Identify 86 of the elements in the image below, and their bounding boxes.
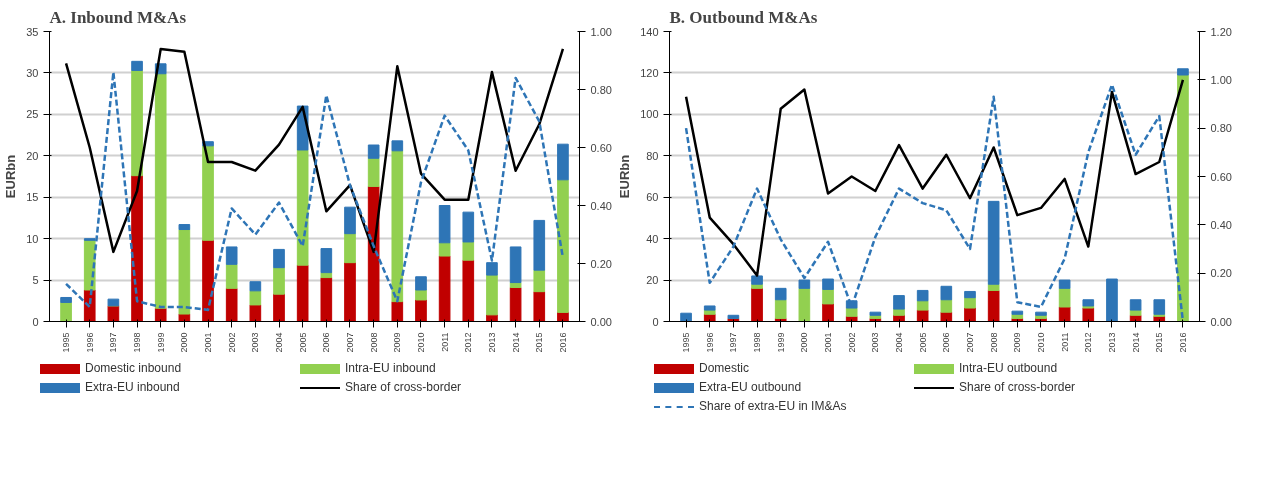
y-tick-label: 35 <box>26 25 39 38</box>
x-tick-label: 2004 <box>894 332 905 353</box>
y2-tick-label: 0.80 <box>1210 122 1232 135</box>
x-tick-label: 2001 <box>823 332 834 353</box>
y2-tick-label: 1.20 <box>1210 25 1232 38</box>
x-tick-label: 1997 <box>728 332 739 353</box>
x-tick-label: 2013 <box>1106 332 1117 353</box>
y2-tick-label: 1.00 <box>1210 73 1232 86</box>
x-tick-label: 2007 <box>964 332 975 353</box>
x-tick-label: 2004 <box>274 332 285 353</box>
y2-tick-label: 0.00 <box>1210 315 1232 328</box>
x-tick-label: 2014 <box>510 332 521 353</box>
x-tick-label: 2012 <box>1083 332 1094 353</box>
x-tick-label: 1995 <box>61 332 72 353</box>
x-tick-label: 1997 <box>108 332 119 353</box>
x-tick-label: 2012 <box>463 332 474 353</box>
y-tick-label: 30 <box>26 66 39 79</box>
y2-tick-label: 1.00 <box>590 25 612 38</box>
legend-label: Share of cross-border <box>345 380 462 395</box>
y-tick-label: 80 <box>646 149 659 162</box>
y2-tick-label: 0.00 <box>590 315 612 328</box>
x-tick-label: 2003 <box>870 332 881 353</box>
x-tick-label: 2013 <box>486 332 497 353</box>
x-tick-label: 2005 <box>297 332 308 353</box>
legend-label: Extra-EU outbound <box>699 380 802 395</box>
x-tick-label: 2006 <box>321 332 332 353</box>
y-tick-label: 40 <box>646 232 659 245</box>
x-tick-label: 2009 <box>392 332 403 353</box>
x-tick-label: 1995 <box>681 332 692 353</box>
y-tick-label: 100 <box>640 108 659 121</box>
y-tick-label: 5 <box>32 274 39 287</box>
x-tick-label: 1996 <box>704 332 715 353</box>
legend-label: Domestic inbound <box>85 361 182 375</box>
y-tick-label: 25 <box>26 108 39 121</box>
legend-label: Share of extra-EU in IM&As <box>699 399 847 414</box>
y-axis-title: EURbn <box>617 154 633 199</box>
x-tick-label: 2005 <box>917 332 928 353</box>
chart-title: B. Outbound M&As <box>669 7 818 27</box>
y-tick-label: 0 <box>652 315 659 328</box>
x-tick-label: 1998 <box>132 332 143 353</box>
y-axis-title: EURbn <box>3 154 19 199</box>
x-tick-label: 1996 <box>84 332 95 353</box>
x-tick-label: 2009 <box>1012 332 1023 353</box>
x-tick-label: 2016 <box>557 332 568 353</box>
y-tick-label: 60 <box>646 191 659 204</box>
y2-tick-label: 0.60 <box>1210 170 1232 183</box>
y2-tick-label: 0.20 <box>590 257 612 270</box>
y2-tick-label: 0.20 <box>1210 267 1232 280</box>
x-tick-label: 2011 <box>1059 332 1070 352</box>
y-tick-label: 20 <box>26 149 39 162</box>
x-tick-label: 2008 <box>368 332 379 353</box>
x-tick-label: 2010 <box>415 332 426 353</box>
legend-label: Domestic <box>699 361 750 375</box>
x-tick-label: 2001 <box>203 332 214 353</box>
x-tick-label: 2007 <box>344 332 355 353</box>
chart-title: A. Inbound M&As <box>49 7 187 27</box>
x-tick-label: 2011 <box>439 332 450 352</box>
legend-label: Intra-EU inbound <box>345 361 436 375</box>
x-tick-label: 2014 <box>1130 332 1141 353</box>
x-tick-label: 1999 <box>775 332 786 353</box>
y-tick-label: 120 <box>640 66 659 79</box>
y2-tick-label: 0.40 <box>1210 218 1232 231</box>
y2-tick-label: 0.60 <box>590 141 612 154</box>
x-tick-label: 2002 <box>846 332 857 353</box>
y2-tick-label: 0.40 <box>590 199 612 212</box>
x-tick-label: 2002 <box>226 332 237 353</box>
legend-label: Intra-EU outbound <box>959 361 1058 375</box>
y-tick-label: 0 <box>32 315 39 328</box>
y-tick-label: 15 <box>26 191 39 204</box>
legend-label: Share of cross-border <box>959 380 1076 395</box>
legend-label: Extra-EU inbound <box>85 380 180 395</box>
x-tick-label: 1998 <box>752 332 763 353</box>
x-tick-label: 2016 <box>1177 332 1188 353</box>
y-tick-label: 10 <box>26 232 39 245</box>
x-tick-label: 2006 <box>941 332 952 353</box>
x-tick-label: 2010 <box>1035 332 1046 353</box>
x-tick-label: 2000 <box>799 332 810 353</box>
x-tick-label: 2015 <box>534 332 545 353</box>
x-tick-label: 2015 <box>1154 332 1165 353</box>
x-tick-label: 2008 <box>988 332 999 353</box>
y-tick-label: 20 <box>646 274 659 287</box>
x-tick-label: 1999 <box>155 332 166 353</box>
x-tick-label: 2003 <box>250 332 261 353</box>
y-tick-label: 140 <box>640 25 659 38</box>
x-tick-label: 2000 <box>179 332 190 353</box>
y2-tick-label: 0.80 <box>590 83 612 96</box>
